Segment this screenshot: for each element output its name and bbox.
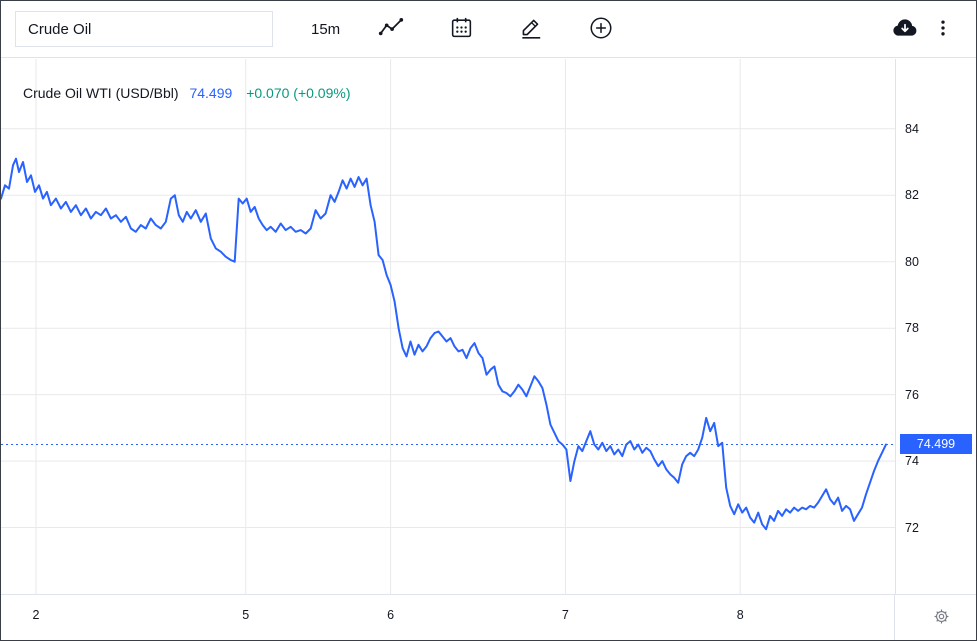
price-tick-label: 76 xyxy=(905,387,919,402)
time-tick-label: 8 xyxy=(736,608,744,622)
price-tick-label: 80 xyxy=(905,254,919,269)
price-tick-label: 72 xyxy=(905,520,919,535)
kebab-menu-icon xyxy=(933,17,953,42)
compare-add-button[interactable] xyxy=(582,10,620,48)
toolbar: 15m xyxy=(1,1,976,58)
download-button[interactable] xyxy=(886,10,924,48)
chart-settings-button[interactable] xyxy=(931,606,952,630)
cloud-download-icon xyxy=(891,14,919,45)
price-tick-label: 84 xyxy=(905,121,919,136)
chart-pane[interactable]: Crude Oil WTI (USD/Bbl) 74.499 +0.070 (+… xyxy=(1,59,895,594)
interval-button[interactable]: 15m xyxy=(311,20,341,38)
current-price-badge: 74.499 xyxy=(900,434,972,455)
price-series-line xyxy=(1,157,887,531)
price-tick-label: 78 xyxy=(905,321,919,336)
price-tick-label: 82 xyxy=(905,188,919,203)
time-tick-label: 6 xyxy=(387,608,395,622)
more-menu-button[interactable] xyxy=(924,10,962,48)
date-range-button[interactable] xyxy=(442,10,480,48)
time-tick-label: 5 xyxy=(242,608,250,622)
price-tick-label: 74 xyxy=(905,454,919,469)
draw-tools-button[interactable] xyxy=(512,10,550,48)
calendar-icon xyxy=(449,15,474,43)
time-axis[interactable]: 2 5 6 7 8 xyxy=(1,594,894,640)
symbol-search-input[interactable] xyxy=(15,11,273,47)
series-style-button[interactable] xyxy=(372,10,410,48)
price-axis[interactable]: 84 82 80 78 76 74 72 74.499 xyxy=(895,59,976,640)
chart-region: Crude Oil WTI (USD/Bbl) 74.499 +0.070 (+… xyxy=(1,59,976,640)
line-chart-icon xyxy=(378,15,404,44)
gear-icon xyxy=(933,608,950,628)
price-line-chart xyxy=(1,59,895,594)
axis-settings-corner xyxy=(894,594,976,640)
plus-circle-icon xyxy=(588,15,614,44)
pencil-icon xyxy=(518,15,544,44)
time-tick-label: 2 xyxy=(32,608,40,622)
time-tick-label: 7 xyxy=(561,608,569,622)
